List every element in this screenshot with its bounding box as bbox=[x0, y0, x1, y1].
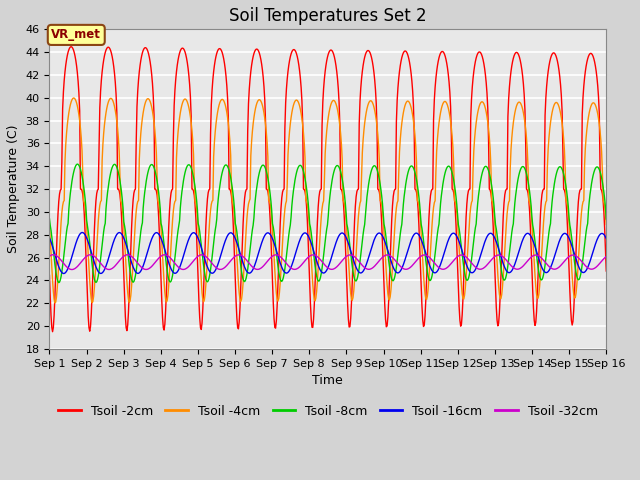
Tsoil -32cm bbox=[56, 256, 64, 262]
Tsoil -4cm bbox=[200, 297, 208, 303]
Tsoil -2cm bbox=[171, 87, 179, 93]
Tsoil -16cm bbox=[56, 266, 63, 272]
Tsoil -4cm bbox=[115, 135, 122, 141]
Text: VR_met: VR_met bbox=[51, 28, 101, 41]
Tsoil -4cm bbox=[51, 300, 59, 306]
Tsoil -32cm bbox=[200, 252, 208, 258]
Tsoil -4cm bbox=[413, 198, 421, 204]
Tsoil -16cm bbox=[413, 230, 421, 236]
Tsoil -16cm bbox=[200, 255, 208, 261]
Tsoil -8cm bbox=[56, 277, 64, 283]
Legend: Tsoil -2cm, Tsoil -4cm, Tsoil -8cm, Tsoil -16cm, Tsoil -32cm: Tsoil -2cm, Tsoil -4cm, Tsoil -8cm, Tsoi… bbox=[53, 400, 603, 423]
Tsoil -16cm bbox=[602, 236, 610, 241]
Tsoil -16cm bbox=[78, 229, 86, 235]
Tsoil -2cm bbox=[45, 273, 53, 278]
Tsoil -16cm bbox=[397, 267, 405, 273]
Tsoil -8cm bbox=[74, 161, 81, 167]
Tsoil -16cm bbox=[115, 230, 122, 236]
Tsoil -2cm bbox=[49, 329, 56, 335]
Tsoil -8cm bbox=[55, 280, 63, 286]
Y-axis label: Soil Temperature (C): Soil Temperature (C) bbox=[7, 125, 20, 253]
Tsoil -16cm bbox=[45, 235, 53, 240]
Tsoil -2cm bbox=[56, 187, 64, 193]
Tsoil -32cm bbox=[68, 267, 76, 273]
Tsoil -8cm bbox=[397, 226, 405, 231]
Tsoil -8cm bbox=[45, 216, 53, 222]
Tsoil -16cm bbox=[60, 271, 67, 276]
Tsoil -2cm bbox=[67, 44, 75, 49]
X-axis label: Time: Time bbox=[312, 374, 343, 387]
Tsoil -32cm bbox=[115, 259, 122, 265]
Tsoil -32cm bbox=[397, 264, 405, 270]
Line: Tsoil -4cm: Tsoil -4cm bbox=[49, 98, 606, 303]
Tsoil -8cm bbox=[115, 170, 122, 176]
Line: Tsoil -16cm: Tsoil -16cm bbox=[49, 232, 606, 274]
Tsoil -32cm bbox=[413, 257, 421, 263]
Tsoil -4cm bbox=[171, 198, 179, 204]
Tsoil -4cm bbox=[56, 232, 64, 238]
Tsoil -32cm bbox=[602, 253, 610, 259]
Tsoil -4cm bbox=[70, 95, 77, 101]
Tsoil -8cm bbox=[602, 216, 610, 222]
Line: Tsoil -32cm: Tsoil -32cm bbox=[49, 255, 606, 270]
Tsoil -2cm bbox=[397, 58, 405, 64]
Tsoil -32cm bbox=[171, 261, 179, 266]
Title: Soil Temperatures Set 2: Soil Temperatures Set 2 bbox=[229, 7, 427, 25]
Tsoil -4cm bbox=[602, 222, 610, 228]
Line: Tsoil -8cm: Tsoil -8cm bbox=[49, 164, 606, 283]
Tsoil -2cm bbox=[602, 268, 610, 274]
Tsoil -8cm bbox=[413, 181, 421, 187]
Line: Tsoil -2cm: Tsoil -2cm bbox=[49, 47, 606, 332]
Tsoil -32cm bbox=[49, 252, 57, 258]
Tsoil -4cm bbox=[397, 128, 405, 133]
Tsoil -32cm bbox=[45, 253, 53, 259]
Tsoil -2cm bbox=[200, 265, 208, 271]
Tsoil -4cm bbox=[45, 223, 53, 228]
Tsoil -8cm bbox=[171, 255, 179, 261]
Tsoil -8cm bbox=[200, 268, 208, 274]
Tsoil -2cm bbox=[115, 186, 122, 192]
Tsoil -2cm bbox=[413, 195, 421, 201]
Tsoil -16cm bbox=[171, 270, 179, 276]
